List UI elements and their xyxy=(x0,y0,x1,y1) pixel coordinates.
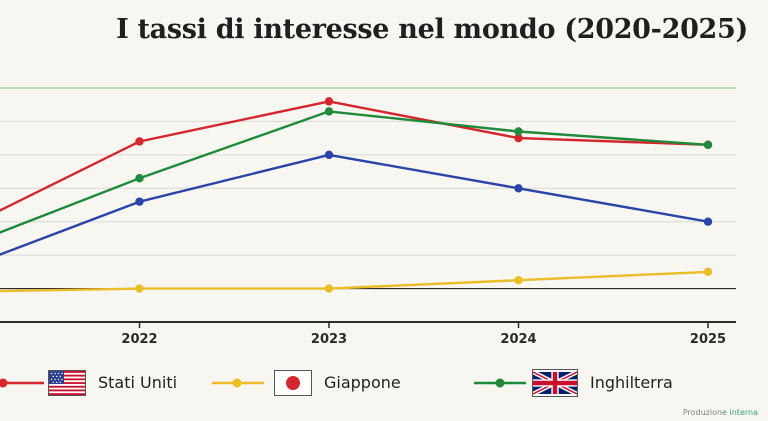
data-point xyxy=(703,217,713,226)
japan-flag-icon xyxy=(274,369,312,396)
x-tick-label: 2024 xyxy=(500,332,536,347)
credit: Produzione interna xyxy=(683,408,758,417)
data-point xyxy=(135,197,144,206)
legend-swatch-uk xyxy=(474,375,532,391)
chart-title: I tassi di interesse nel mondo (2020-202… xyxy=(116,14,748,45)
data-point xyxy=(703,140,713,150)
uk-flag-icon xyxy=(532,368,578,397)
data-point xyxy=(324,150,334,160)
legend-item-uk: Inghilterra xyxy=(474,360,673,405)
x-tick-label: 2025 xyxy=(690,332,726,347)
series-lines xyxy=(0,97,713,293)
x-tick-label: 2023 xyxy=(311,332,347,347)
credit-accent: interna xyxy=(729,408,758,417)
legend: Stati Uniti Giappone Inghilterra xyxy=(0,360,768,405)
x-tick-label: 2022 xyxy=(121,332,157,347)
data-point xyxy=(514,184,523,193)
legend-swatch-usa xyxy=(0,375,44,391)
grid-lines xyxy=(0,87,736,290)
data-point xyxy=(703,267,713,277)
legend-item-usa: Stati Uniti xyxy=(0,360,177,405)
data-point xyxy=(514,133,523,143)
data-point xyxy=(324,107,334,116)
data-point xyxy=(135,284,144,293)
data-point xyxy=(135,174,144,183)
legend-item-japan: Giappone xyxy=(212,360,401,405)
legend-label-uk: Inghilterra xyxy=(590,373,673,392)
data-point xyxy=(324,97,334,106)
legend-label-usa: Stati Uniti xyxy=(98,373,178,392)
usa-flag-icon xyxy=(48,369,86,396)
legend-swatch-japan xyxy=(212,375,270,391)
line-chart: 2022 2023 2024 2025 xyxy=(0,87,736,347)
data-point xyxy=(135,137,144,146)
credit-prefix: Produzione xyxy=(682,408,727,417)
data-point xyxy=(514,276,523,285)
legend-label-japan: Giappone xyxy=(324,373,401,392)
series-line-2 xyxy=(0,153,709,256)
data-point xyxy=(514,127,523,136)
x-tick-labels: 2022 2023 2024 2025 xyxy=(121,322,726,347)
data-point xyxy=(324,284,334,293)
series-line-1 xyxy=(0,110,709,234)
